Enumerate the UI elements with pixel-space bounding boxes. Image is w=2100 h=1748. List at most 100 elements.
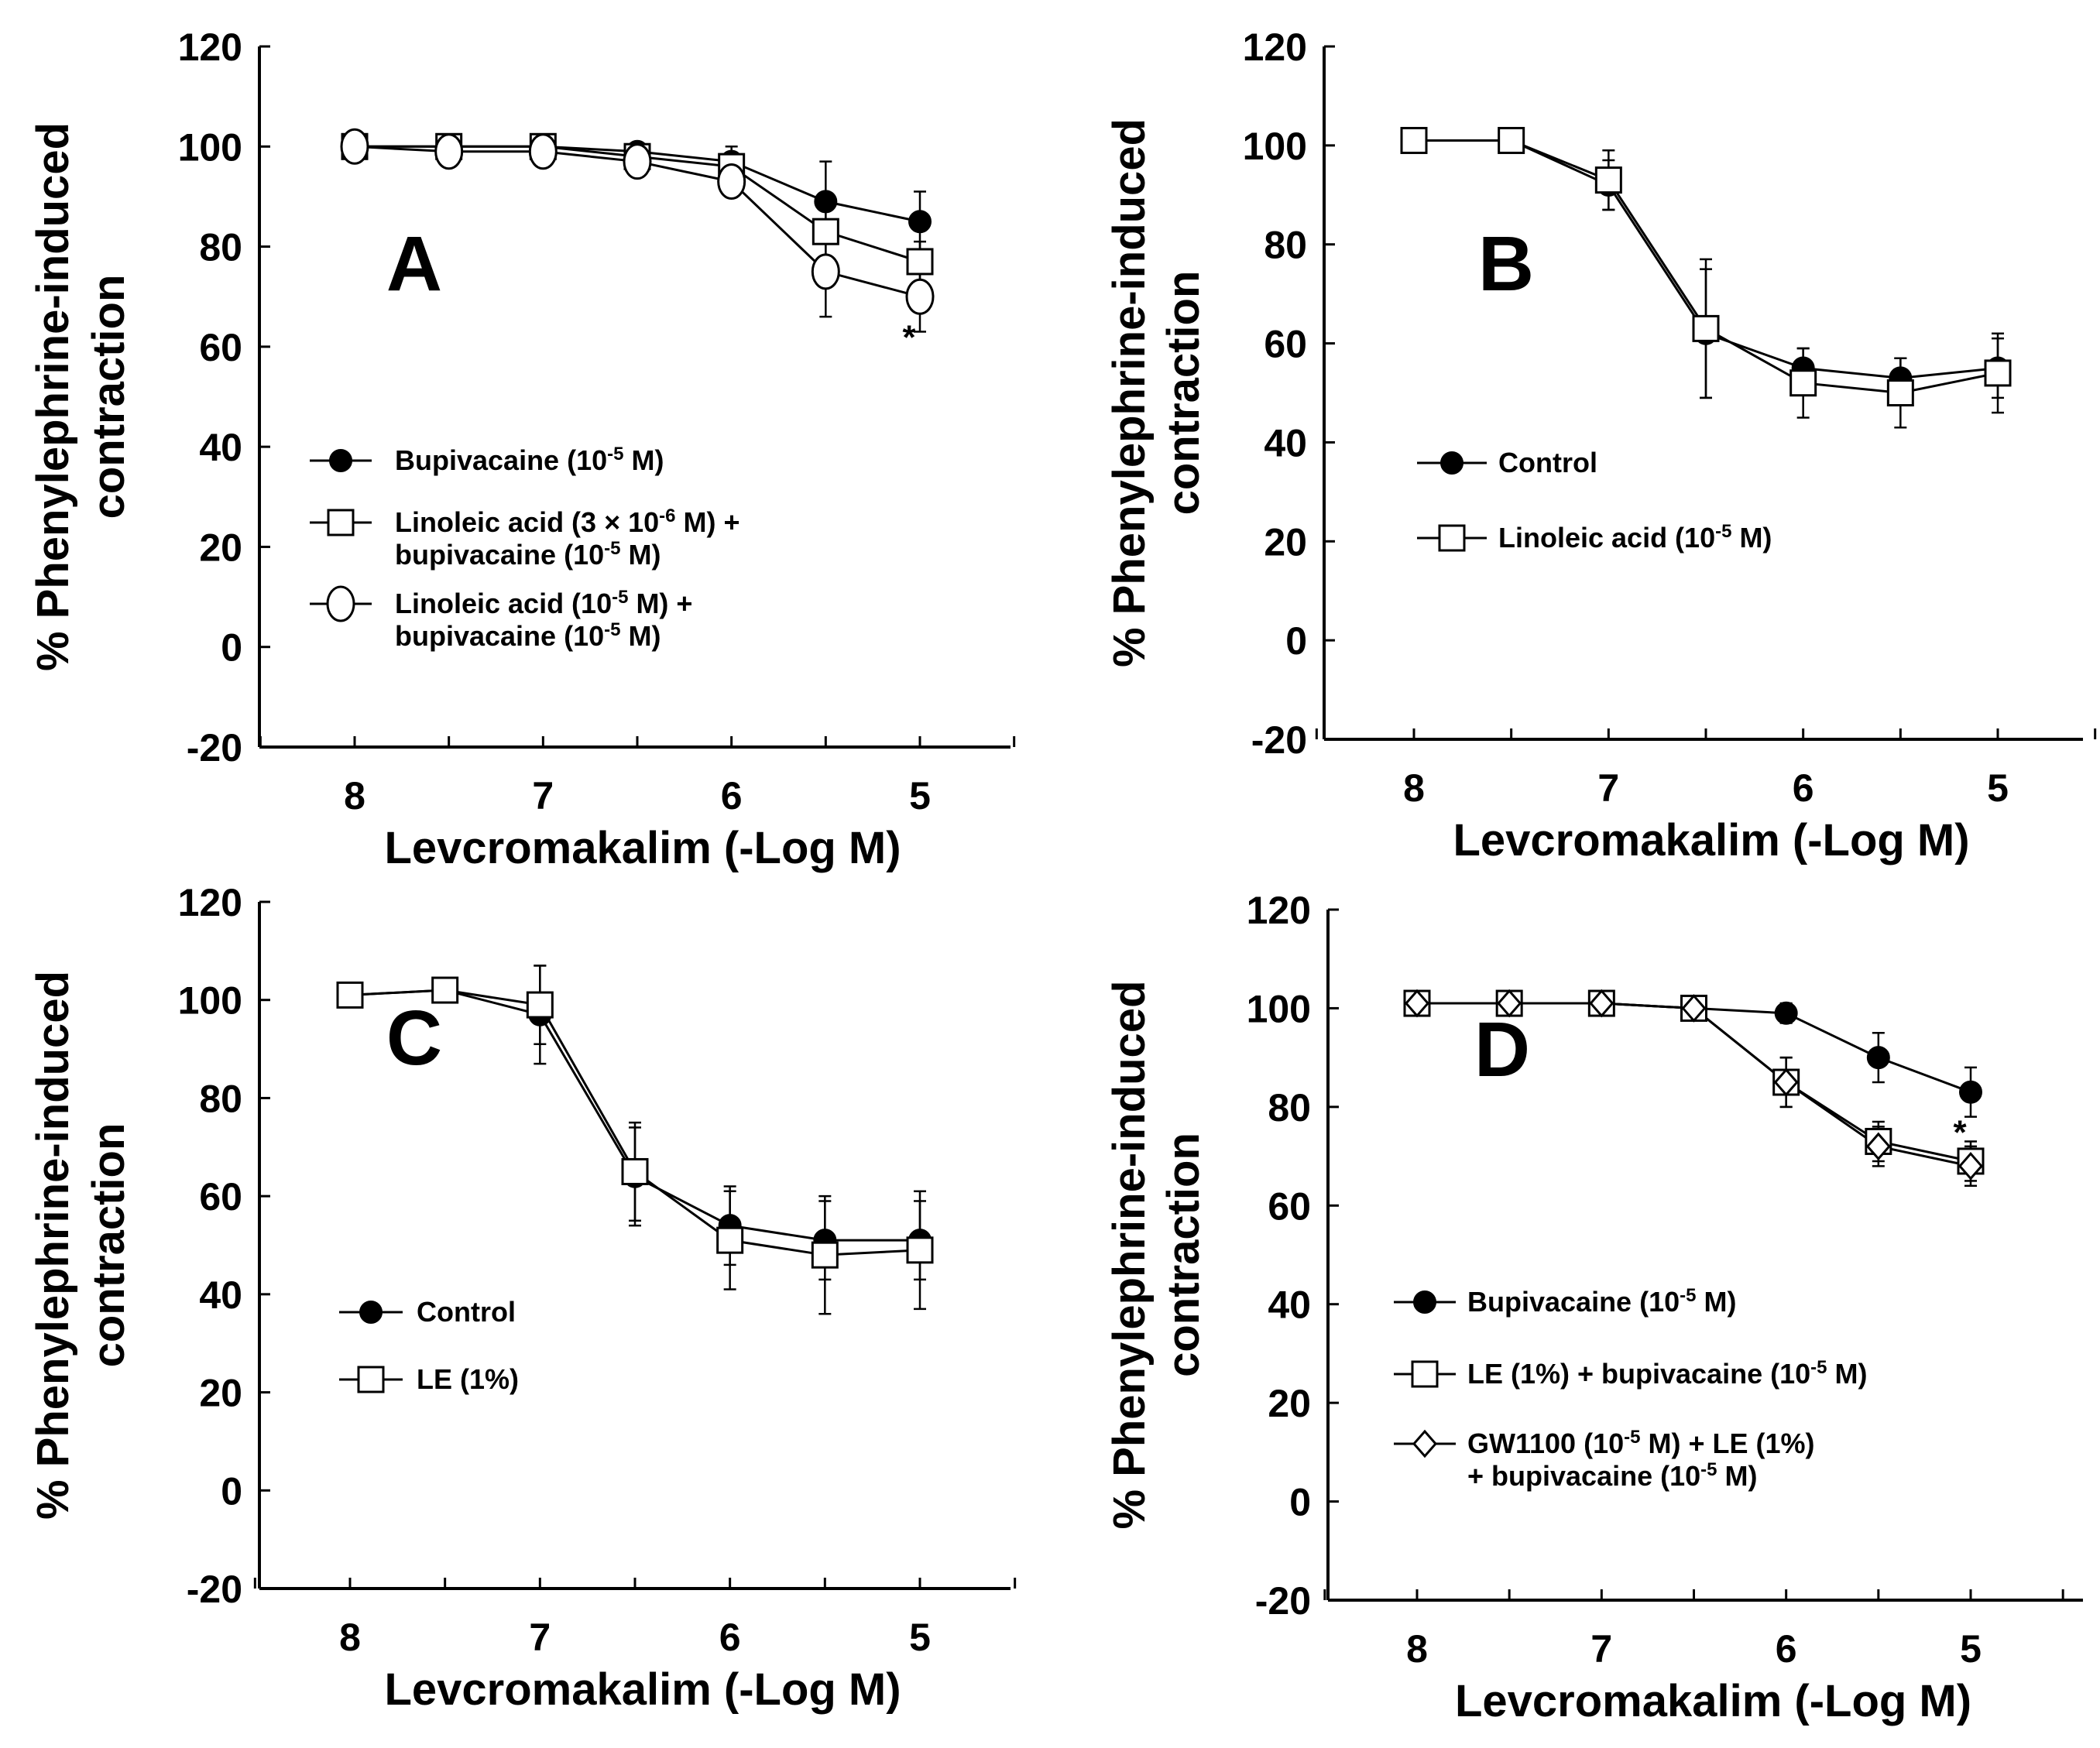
legend-label: bupivacaine (10-5 M) [395,538,661,571]
y-axis-title: contraction [1158,1133,1209,1377]
y-tick-label: 20 [1268,1382,1311,1425]
y-tick-label: 20 [199,526,242,569]
legend-label: LE (1%) + bupivacaine (10-5 M) [1467,1357,1867,1390]
x-tick-label: 8 [344,774,365,817]
y-tick-label: 100 [178,979,242,1023]
y-axis-title: contraction [84,275,134,519]
data-point [357,1366,385,1393]
x-tick-label: 6 [721,774,743,817]
y-tick-label: 40 [199,426,242,469]
data-point [623,143,652,180]
y-tick-label: 0 [221,626,242,670]
x-tick-label: 6 [1793,766,1814,810]
y-tick-label: 60 [1264,323,1307,366]
data-point [1440,451,1463,475]
legend-label: Linoleic acid (3 × 10-6 M) + [395,506,740,539]
legend-label: Linoleic acid (10-5 M) + [395,587,692,620]
legend-label: Linoleic acid (10-5 M) [1498,521,1772,554]
data-point [906,248,934,276]
y-axis-title: contraction [84,1123,134,1368]
significance-mark: * [1953,1113,1967,1151]
data-point [1400,126,1428,154]
y-tick-label: -20 [1255,1579,1311,1623]
data-point [1405,989,1429,1018]
data-point [1773,1068,1799,1097]
y-tick-label: 20 [1264,520,1307,564]
data-point [1594,166,1622,194]
y-tick-label: -20 [187,1568,242,1611]
data-point [1866,1046,1890,1070]
y-tick-label: 0 [1289,1481,1311,1524]
x-axis-title: Levcromakalim (-Log M) [384,823,901,873]
x-tick-label: 6 [1776,1627,1797,1671]
data-point [814,190,838,214]
x-tick-label: 8 [339,1616,361,1659]
data-point [717,163,746,201]
legend-label: GW1100 (10-5 M) + LE (1%) [1467,1427,1815,1460]
data-point [811,1241,839,1269]
y-tick-label: 60 [1268,1184,1311,1228]
panel-letter: B [1478,221,1534,307]
x-tick-label: 7 [1597,766,1619,810]
data-point [621,1157,649,1185]
y-tick-label: 80 [1268,1086,1311,1129]
y-tick-label: 120 [178,881,242,924]
data-point [1438,524,1466,552]
panel-letter: D [1474,1006,1530,1093]
y-tick-label: 40 [199,1273,242,1317]
data-point [1789,369,1817,397]
data-point [1774,1001,1798,1025]
y-tick-label: 0 [1285,619,1307,663]
y-axis-title: contraction [1158,271,1209,516]
y-axis-title: % Phenylephrine-induced [28,122,78,671]
legend-label: LE (1%) [417,1363,519,1395]
y-axis-title: % Phenylephrine-induced [1104,118,1155,667]
data-point [1497,989,1522,1018]
x-tick-label: 5 [1987,766,2009,810]
data-point [327,509,355,536]
data-point [336,981,364,1009]
y-tick-label: 100 [1243,125,1307,168]
y-tick-label: 60 [199,1175,242,1218]
x-tick-label: 5 [1960,1627,1982,1671]
data-point [1959,1080,1982,1104]
y-tick-label: 100 [1247,987,1311,1030]
x-tick-label: 5 [909,774,931,817]
data-point [1412,1429,1437,1458]
x-tick-label: 7 [529,1616,551,1659]
y-tick-label: 120 [1247,889,1311,932]
data-point [1692,314,1720,342]
data-point [1413,1290,1436,1314]
y-tick-label: -20 [187,726,242,769]
y-tick-label: 80 [1264,224,1307,267]
data-point [906,1236,934,1264]
y-tick-label: 60 [199,326,242,369]
x-tick-label: 6 [719,1616,741,1659]
panel-letter: C [386,995,442,1081]
y-tick-label: 80 [199,226,242,269]
legend-label: Bupivacaine (10-5 M) [395,444,664,477]
y-axis-title: % Phenylephrine-induced [28,971,78,1520]
data-point [812,218,839,245]
y-tick-label: 120 [1243,26,1307,69]
y-tick-label: 40 [1268,1284,1311,1327]
y-tick-label: 80 [199,1077,242,1120]
y-tick-label: 20 [199,1372,242,1415]
data-point [359,1301,383,1324]
x-axis-title: Levcromakalim (-Log M) [1453,815,1969,865]
legend-label: Control [417,1296,516,1328]
legend-label: bupivacaine (10-5 M) [395,619,661,653]
data-point [434,133,464,170]
y-tick-label: 120 [178,26,242,69]
data-point [1984,359,2012,387]
panel-d: 120 100 80 60 40 20 0 -20 8 7 6 5 Levcromakalim (-Lo… [1104,889,2083,1726]
x-tick-label: 8 [1403,766,1425,810]
data-point [528,133,558,170]
x-tick-label: 7 [1590,1627,1612,1671]
x-tick-label: 7 [532,774,554,817]
significance-mark: * [902,318,916,356]
data-point [716,1226,744,1254]
